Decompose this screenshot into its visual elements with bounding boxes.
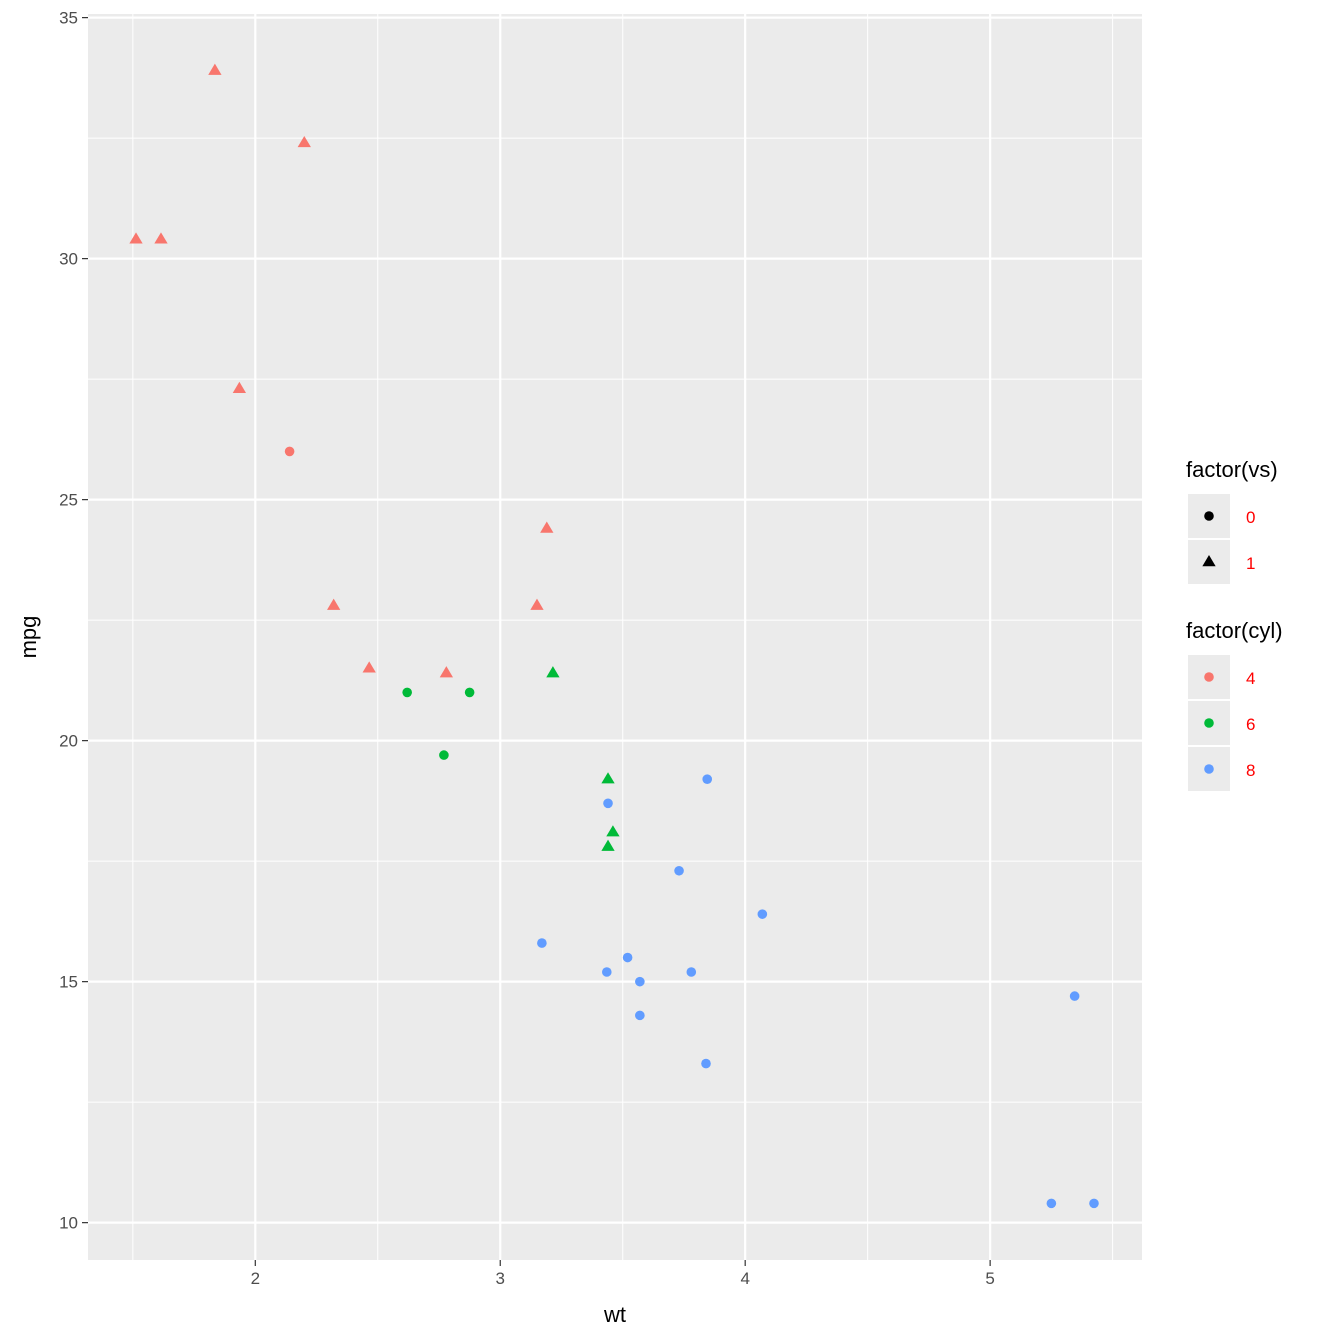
legend-label: 0 xyxy=(1246,508,1255,527)
data-point xyxy=(1089,1198,1099,1209)
y-tick-label: 15 xyxy=(59,973,78,992)
y-tick-label: 20 xyxy=(59,732,78,751)
data-point xyxy=(702,774,713,784)
legend-symbol xyxy=(1204,718,1214,728)
data-point xyxy=(622,952,633,963)
x-tick-label: 3 xyxy=(496,1269,505,1288)
data-point xyxy=(537,938,547,948)
data-point xyxy=(546,666,560,678)
x-axis-label: wt xyxy=(603,1302,626,1327)
y-tick-label: 10 xyxy=(59,1214,78,1233)
legend-symbol xyxy=(1204,764,1214,774)
legend-label: 4 xyxy=(1246,669,1255,688)
data-point xyxy=(402,687,412,698)
data-point xyxy=(530,598,544,610)
data-point xyxy=(606,825,620,837)
data-point xyxy=(362,661,376,673)
data-point xyxy=(1069,991,1080,1001)
data-point xyxy=(439,750,449,760)
data-point xyxy=(635,1010,645,1021)
legend-title: factor(vs) xyxy=(1186,457,1278,482)
data-point xyxy=(439,666,454,678)
y-axis-label: mpg xyxy=(16,616,41,659)
data-point xyxy=(701,1058,711,1069)
legend-symbol xyxy=(1202,555,1216,567)
legend-symbol xyxy=(1204,511,1214,521)
data-point xyxy=(603,798,613,809)
data-point xyxy=(154,232,168,244)
y-tick-label: 35 xyxy=(59,9,78,28)
data-point xyxy=(232,381,247,393)
legend-symbol xyxy=(1204,672,1214,682)
data-point xyxy=(540,521,554,533)
legend-label: 6 xyxy=(1246,715,1255,734)
x-tick-label: 5 xyxy=(985,1269,994,1288)
legend-label: 8 xyxy=(1246,761,1255,780)
data-point xyxy=(327,598,341,610)
x-tick-label: 2 xyxy=(251,1269,260,1288)
data-point xyxy=(674,865,684,876)
legend-title: factor(cyl) xyxy=(1186,618,1283,643)
data-point xyxy=(129,232,143,244)
y-tick-label: 30 xyxy=(59,250,78,269)
data-point xyxy=(601,772,615,784)
data-point xyxy=(208,63,222,75)
data-point xyxy=(601,839,615,851)
legend-label: 1 xyxy=(1246,554,1255,573)
plot-panel xyxy=(88,14,1142,1260)
data-point xyxy=(601,967,612,977)
x-tick-label: 4 xyxy=(740,1269,749,1288)
y-tick-label: 25 xyxy=(59,491,78,510)
data-point xyxy=(464,687,475,698)
data-point xyxy=(757,909,768,919)
data-point xyxy=(1046,1198,1057,1209)
data-point xyxy=(686,967,697,977)
data-point xyxy=(297,135,311,148)
data-point xyxy=(284,446,295,457)
data-point xyxy=(635,976,645,987)
